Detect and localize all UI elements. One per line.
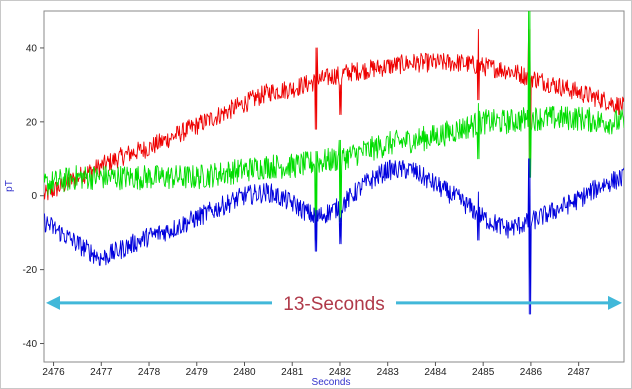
series-line-2 bbox=[44, 11, 624, 241]
annotation-arrowhead-right bbox=[608, 295, 622, 310]
y-tick-label: 20 bbox=[26, 117, 38, 128]
x-tick-label: 2482 bbox=[329, 367, 352, 378]
series-layer bbox=[44, 11, 624, 315]
x-tick-label: 2476 bbox=[42, 367, 65, 378]
y-axis-title: pT bbox=[4, 180, 15, 192]
y-tick-label: 0 bbox=[31, 191, 37, 202]
y-tick-label: -40 bbox=[23, 339, 38, 350]
x-tick-label: 2483 bbox=[377, 367, 400, 378]
x-tick-label: 2480 bbox=[233, 367, 256, 378]
x-tick-label: 2481 bbox=[281, 367, 304, 378]
x-tick-label: 2487 bbox=[568, 367, 591, 378]
series-line-1 bbox=[44, 29, 624, 201]
annotation-arrowhead-left bbox=[46, 295, 60, 310]
x-tick-label: 2477 bbox=[90, 367, 113, 378]
y-tick-label: 40 bbox=[26, 43, 38, 54]
x-axis-title: Seconds bbox=[312, 377, 351, 388]
x-tick-label: 2484 bbox=[424, 367, 447, 378]
annotation-layer: 13-Seconds bbox=[46, 294, 622, 315]
x-tick-label: 2478 bbox=[138, 367, 161, 378]
x-axis: 2476 2477 2478 2479 2480 2481 2482 2483 2484 2485… bbox=[42, 362, 590, 378]
annotation-label: 13-Seconds bbox=[283, 294, 384, 315]
x-tick-label: 2485 bbox=[472, 367, 495, 378]
x-tick-label: 2479 bbox=[186, 367, 209, 378]
series-line-3 bbox=[44, 158, 624, 315]
y-axis: -40 -20 0 20 40 bbox=[23, 43, 44, 350]
y-tick-label: -20 bbox=[23, 265, 38, 276]
x-tick-label: 2486 bbox=[520, 367, 543, 378]
